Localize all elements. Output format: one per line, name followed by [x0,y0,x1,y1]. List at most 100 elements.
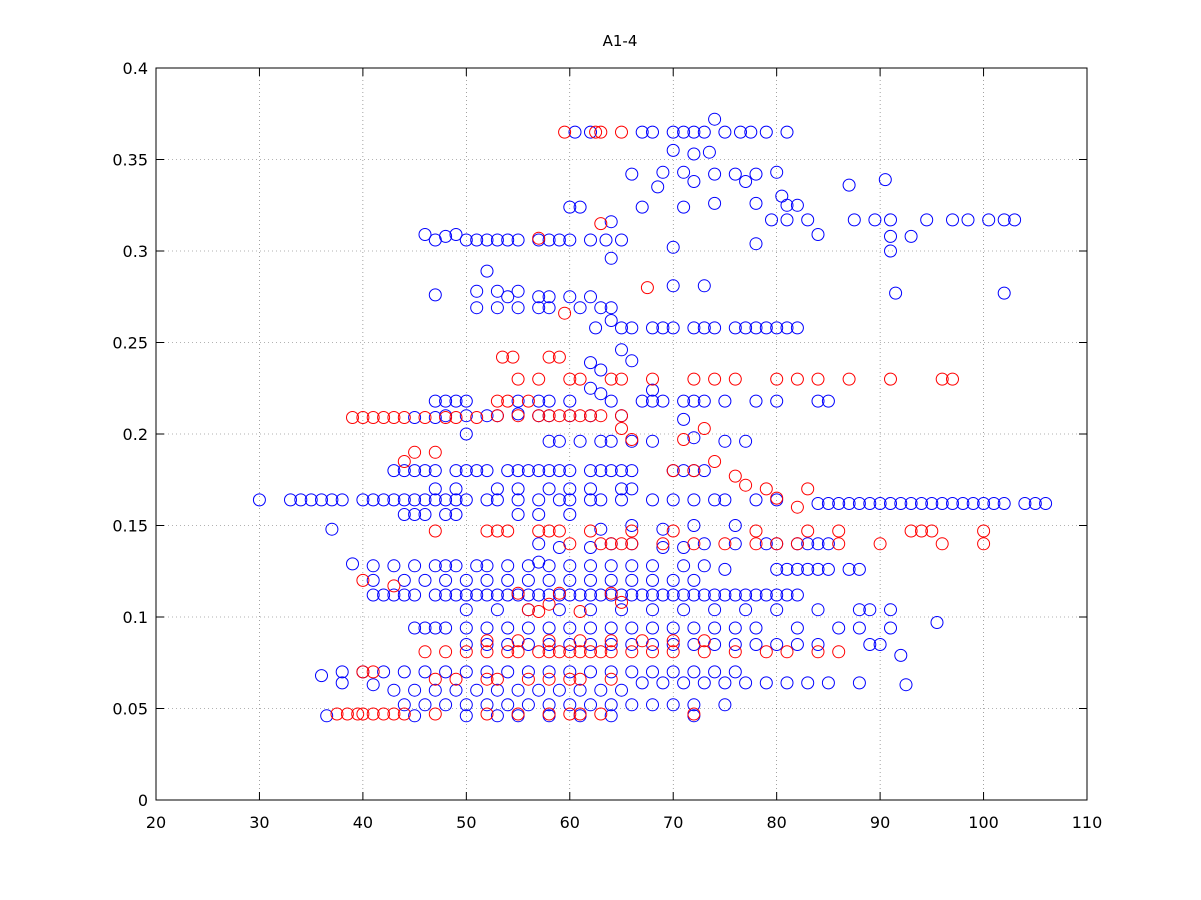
data-point [889,286,903,300]
data-point [366,573,380,587]
data-point [542,301,556,315]
data-point [490,524,504,538]
data-point [584,381,597,395]
data-point [821,676,835,690]
data-point [501,698,515,712]
data-point [521,665,535,679]
data-point [770,562,784,576]
data-point [894,648,908,662]
data-point [521,621,535,635]
data-point [625,519,639,532]
series-0 [252,112,1053,723]
data-point [532,605,546,618]
data-point [770,537,784,551]
data-point [294,493,308,507]
data-point [459,603,473,617]
data-point [366,559,380,573]
data-point [325,522,339,536]
data-point [511,464,525,478]
data-point [666,279,680,293]
data-point [366,678,380,692]
data-point [439,493,453,507]
data-point [542,707,556,721]
data-point [584,573,597,587]
data-point [946,213,959,227]
data-point [573,672,587,686]
data-point [542,634,556,648]
data-point [511,683,525,697]
data-point [418,665,432,679]
data-point [646,621,659,635]
data-point [459,493,473,507]
data-point [687,573,701,587]
data-point [1028,497,1042,510]
data-point [790,537,804,551]
data-point [428,493,442,507]
x-tick-label: 70 [663,813,683,832]
y-tick-label: 0.15 [112,517,148,536]
data-point [552,409,566,423]
data-point [511,372,525,386]
data-point [459,638,473,651]
data-point [811,645,825,659]
data-point [677,394,691,408]
data-point [1039,497,1053,510]
data-point [459,621,473,635]
data-point [604,645,618,659]
data-point [470,559,484,573]
data-point [449,683,463,697]
data-point [542,350,556,364]
data-point [501,394,515,408]
data-point [480,573,494,587]
data-point [884,497,897,510]
data-point [604,464,618,478]
data-point [615,482,628,496]
data-point [708,112,722,126]
data-point [635,676,649,690]
data-point [449,394,463,408]
data-point [408,559,422,573]
data-point [739,434,753,448]
data-point [573,372,587,386]
data-point [356,573,370,587]
data-point [656,541,670,554]
data-point [418,698,432,712]
data-point [749,537,763,551]
data-point [718,537,732,551]
data-point [697,394,711,408]
data-point [573,707,587,721]
y-tick-label: 0.2 [123,425,148,444]
data-point [656,165,670,179]
data-point [397,508,411,521]
data-point [449,493,463,507]
data-point [770,603,784,617]
data-point [734,125,747,139]
data-point [563,698,577,712]
data-point [470,233,484,247]
data-point [532,464,546,478]
data-point [304,493,318,507]
data-point [666,464,680,478]
data-point [511,482,525,496]
data-point [739,603,753,617]
data-point [584,356,597,370]
data-point [646,588,659,602]
data-point [552,464,566,478]
data-point [320,709,334,723]
data-point [718,562,732,576]
y-tick-label: 0.05 [112,700,148,719]
data-point [625,588,639,602]
data-point [615,603,628,617]
data-point [439,698,453,712]
data-points [252,112,1053,723]
data-point [594,387,608,401]
data-point [418,621,432,635]
data-point [852,562,866,576]
data-point [408,683,422,697]
data-point [397,464,411,478]
data-point [459,645,473,659]
data-point [418,645,432,659]
data-point [977,537,991,551]
data-point [490,301,504,315]
data-point [646,383,659,397]
